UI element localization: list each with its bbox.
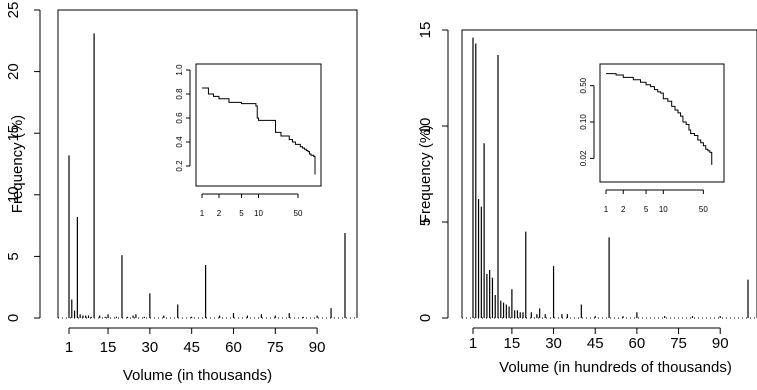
x-axis-title: Volume (in hundreds of thousands) xyxy=(499,359,732,376)
x-axis-title: Volume (in thousands) xyxy=(123,367,272,384)
inset-y-tick-label: 1.0 xyxy=(175,64,184,76)
inset-x-tick-label: 2 xyxy=(217,209,222,218)
x-tick-label: 45 xyxy=(183,339,200,356)
inset-y-tick-label: 0.10 xyxy=(579,114,588,130)
inset-x-tick-label: 5 xyxy=(239,209,244,218)
y-axis-title: Frequency (%) xyxy=(9,115,26,213)
x-tick-label: 15 xyxy=(100,339,117,356)
inset-y-tick-label: 0.4 xyxy=(175,136,184,148)
x-tick-label: 45 xyxy=(587,335,604,352)
x-tick-label: 30 xyxy=(142,339,159,356)
y-tick-label: 10 xyxy=(417,118,434,135)
inset-frame xyxy=(195,63,322,187)
inset-chart: 1 2 5 10 50 0.02 0.10 0.50 xyxy=(579,63,725,214)
x-tick-label: 90 xyxy=(309,339,326,356)
y-tick-label: 0 xyxy=(417,314,434,322)
x-tick-label: 60 xyxy=(629,335,646,352)
y-tick-label: 15 xyxy=(5,125,22,142)
x-tick-label: 75 xyxy=(670,335,687,352)
x-tick-label: 1 xyxy=(469,335,477,352)
y-tick-label: 5 xyxy=(417,218,434,226)
y-tick-label: 20 xyxy=(5,63,22,80)
x-tick-label: 60 xyxy=(225,339,242,356)
inset-x-tick-label: 1 xyxy=(200,209,205,218)
inset-curve xyxy=(202,87,316,175)
inset-x-tick-label: 5 xyxy=(644,205,649,214)
inset-y-tick-label: 0.2 xyxy=(175,160,184,172)
inset-x-tick-label: 2 xyxy=(621,205,626,214)
inset-x-tick-label: 10 xyxy=(254,209,263,218)
inset-frame xyxy=(599,63,725,183)
y-tick-label: 25 xyxy=(5,2,22,19)
inset-x-tick-label: 50 xyxy=(294,209,303,218)
x-tick-label: 75 xyxy=(267,339,284,356)
y-tick-label: 5 xyxy=(5,252,22,260)
plot-frame xyxy=(461,29,757,318)
plot-frame xyxy=(57,9,358,318)
inset-x-tick-label: 10 xyxy=(659,205,668,214)
y-tick-label: 10 xyxy=(5,186,22,203)
inset-y-tick-label: 0.8 xyxy=(175,88,184,100)
x-tick-label: 30 xyxy=(545,335,562,352)
y-axis-title: Frequency (%) xyxy=(417,125,434,223)
x-tick-label: 1 xyxy=(65,339,73,356)
inset-y-tick-label: 0.6 xyxy=(175,112,184,124)
inset-x-tick-label: 50 xyxy=(699,205,708,214)
x-tick-label: 90 xyxy=(712,335,729,352)
inset-curve xyxy=(606,73,713,165)
inset-x-tick-label: 1 xyxy=(604,205,609,214)
y-tick-label: 15 xyxy=(417,22,434,39)
inset-chart: 1 2 5 10 50 0.2 0.4 0.6 0.8 1.0 xyxy=(175,63,322,218)
inset-y-tick-label: 0.50 xyxy=(579,77,588,93)
inset-y-tick-label: 0.02 xyxy=(579,150,588,166)
x-tick-label: 15 xyxy=(504,335,521,352)
y-tick-label: 0 xyxy=(5,314,22,322)
